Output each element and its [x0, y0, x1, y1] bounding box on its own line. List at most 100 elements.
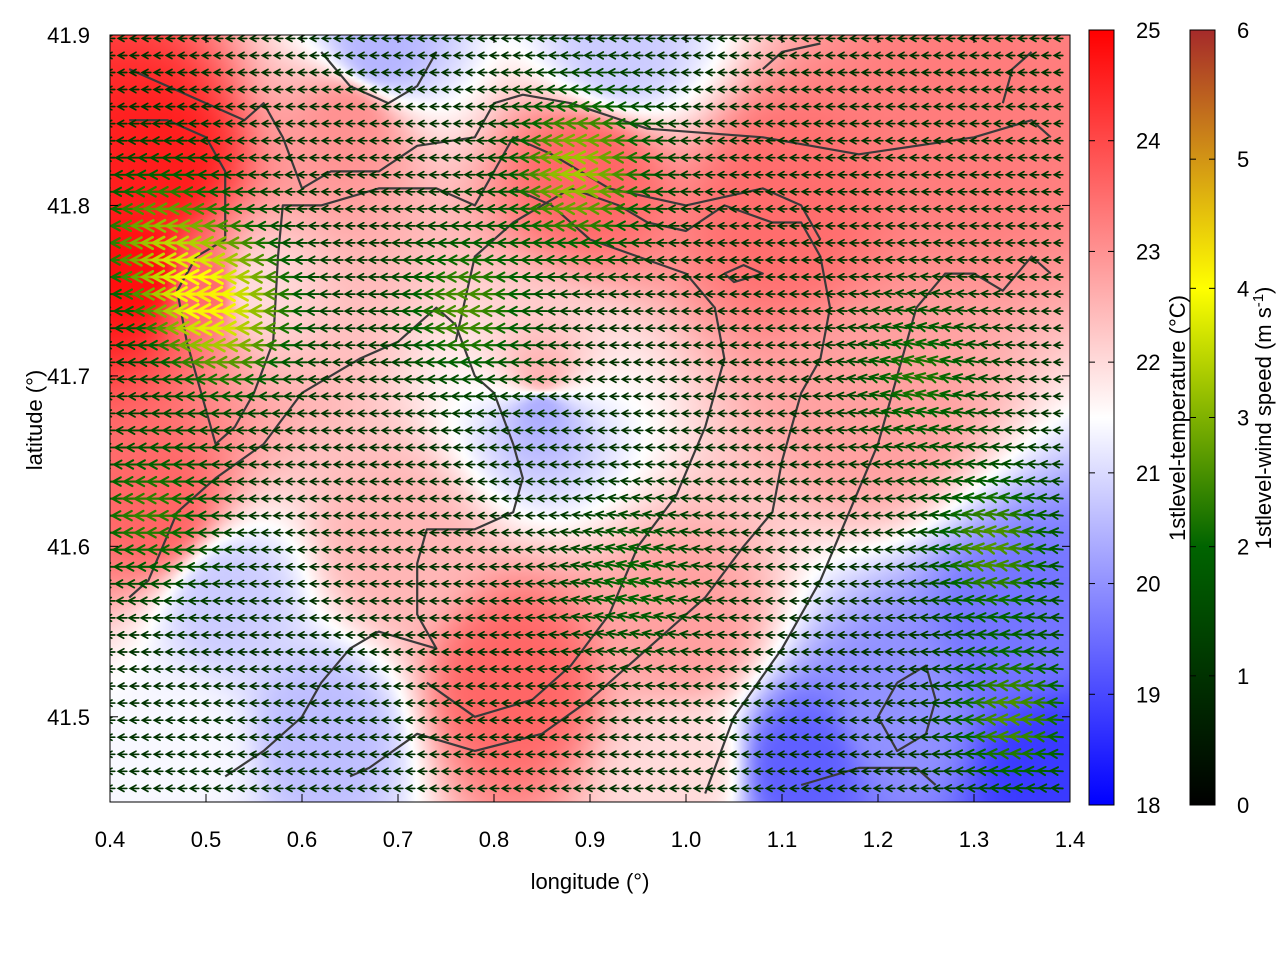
wind-arrow [296, 750, 308, 759]
wind-arrow [548, 750, 560, 759]
wind-arrow [137, 579, 152, 589]
wind-arrow [440, 511, 452, 520]
wind-arrow [440, 596, 452, 605]
wind-arrow [692, 681, 704, 691]
wind-arrow [440, 630, 452, 639]
wind-arrow [536, 647, 548, 656]
wind-arrow [200, 767, 212, 776]
wind-arrow [272, 613, 284, 622]
wind-arrow [235, 562, 248, 571]
wind-arrow [236, 648, 248, 656]
wind-arrow [800, 494, 812, 503]
wind-arrow [464, 682, 476, 691]
wind-arrow [380, 528, 392, 537]
wind-arrow [536, 784, 548, 793]
wind-arrow [356, 665, 368, 674]
wind-arrow [679, 510, 692, 520]
wind-arrow [895, 596, 908, 605]
wind-arrow [740, 545, 752, 554]
wind-arrow [740, 528, 752, 537]
wind-arrow [1010, 492, 1028, 504]
wind-arrow [164, 733, 176, 742]
wind-arrow [812, 648, 824, 656]
wind-arrow [559, 494, 572, 503]
x-tick-label: 1.1 [767, 827, 798, 852]
wind-arrow [752, 665, 764, 674]
wind-arrow [836, 733, 848, 742]
wind-arrow [380, 477, 392, 486]
wind-arrow [464, 767, 476, 776]
wind-arrow [860, 733, 872, 742]
wind-arrow [628, 611, 644, 622]
wind-arrow [964, 766, 980, 776]
wind-arrow [800, 665, 812, 674]
wind-arrow [197, 544, 212, 555]
wind-arrow [128, 682, 140, 691]
wind-arrow [884, 699, 896, 708]
wind-arrow [800, 648, 812, 656]
wind-arrow [812, 613, 824, 622]
wind-arrow [332, 665, 344, 674]
wind-arrow [151, 630, 164, 640]
wind-arrow [404, 750, 416, 759]
wind-arrow [691, 630, 704, 639]
wind-arrow [284, 750, 296, 759]
wind-arrow [464, 511, 476, 520]
wind-arrow [860, 596, 872, 605]
wind-arrow [928, 544, 944, 555]
wind-arrow [584, 784, 596, 793]
wind-arrow [596, 699, 608, 708]
wind-arrow [800, 784, 812, 793]
wind-arrow [572, 716, 584, 725]
wind-arrow [196, 510, 212, 521]
wind-arrow [800, 579, 812, 588]
wind-arrow [680, 733, 692, 742]
wind-arrow [1021, 560, 1040, 572]
wind-arrow [452, 665, 464, 674]
wind-arrow [235, 528, 248, 537]
wind-arrow [1036, 629, 1052, 640]
wind-arrow [860, 528, 872, 537]
wind-arrow [524, 665, 536, 674]
wind-arrow [476, 750, 488, 759]
wind-arrow [592, 560, 608, 571]
wind-arrow [332, 477, 344, 486]
wind-arrow [440, 545, 452, 554]
wind-arrow [284, 784, 296, 793]
wind-arrow [604, 543, 620, 554]
wind-arrow [788, 682, 800, 691]
wind-arrow [344, 733, 356, 742]
wind-arrow [919, 630, 932, 640]
wind-arrow [140, 665, 152, 674]
wind-arrow [236, 750, 248, 759]
wind-arrow [272, 733, 284, 742]
wind-arrow [608, 750, 620, 759]
wind-arrow [332, 648, 344, 656]
wind-arrow [392, 545, 404, 554]
wind-arrow [1023, 646, 1040, 657]
wind-arrow [716, 733, 728, 742]
wind-arrow [1023, 612, 1040, 623]
wind-arrow [872, 596, 884, 605]
wind-arrow [524, 784, 536, 793]
wind-arrow [690, 613, 704, 622]
wind-arrow [512, 630, 524, 639]
wind-arrow [630, 646, 644, 656]
wind-arrow [284, 511, 296, 520]
wind-arrow [416, 733, 428, 742]
wind-arrow [752, 545, 764, 554]
wind-arrow [332, 682, 344, 691]
x-tick-label: 0.8 [479, 827, 510, 852]
wind-arrow [200, 682, 212, 691]
contour-line [762, 42, 821, 70]
wind-arrow [260, 699, 272, 708]
wind-arrow [200, 648, 212, 657]
wind-arrow [632, 698, 644, 708]
wind-arrow [860, 682, 872, 691]
wind-arrow [800, 733, 812, 742]
wind-arrow [356, 767, 368, 776]
wind-arrow [860, 767, 872, 776]
wind-arrow [260, 613, 272, 622]
wind-arrow [211, 596, 224, 606]
wind-arrow [440, 562, 452, 571]
